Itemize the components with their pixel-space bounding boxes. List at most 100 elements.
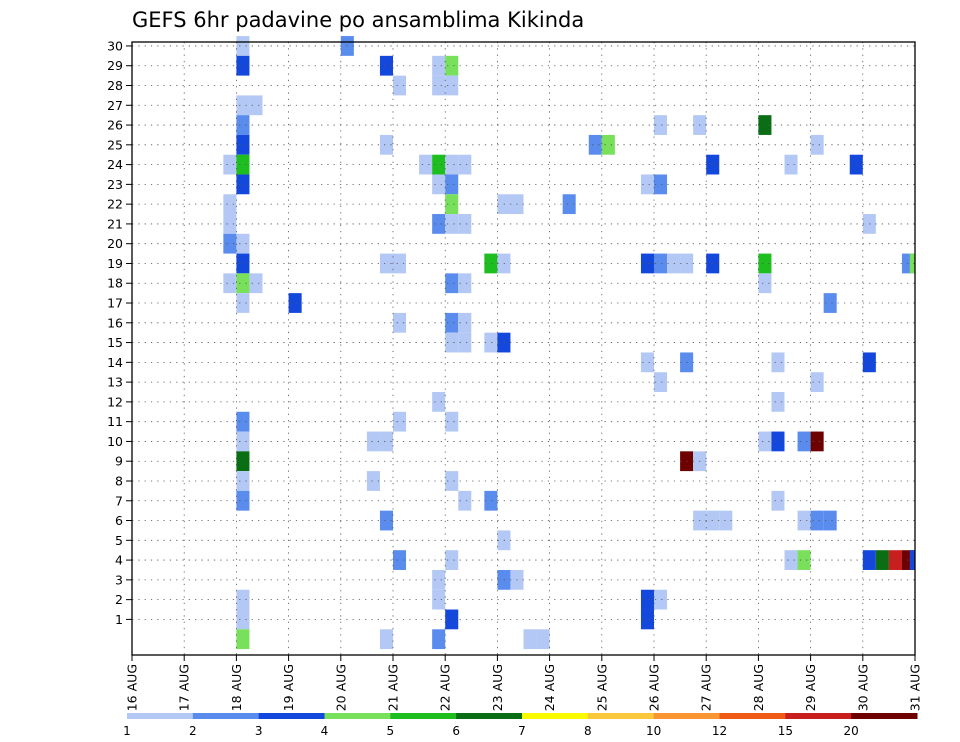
data-cell (432, 214, 446, 234)
chart-title: GEFS 6hr padavine po ansamblima Kikinda (132, 8, 584, 32)
data-cell (236, 629, 250, 650)
data-cell (810, 431, 824, 452)
y-tick-label: 7 (115, 493, 123, 508)
data-cell (236, 174, 250, 195)
data-cell (849, 154, 863, 175)
data-cell (223, 194, 237, 215)
y-tick-label: 17 (107, 296, 123, 311)
y-tick-label: 4 (115, 553, 123, 568)
y-axis-ticks: 1234567891011121314151617181920212223242… (107, 38, 132, 627)
data-cell (654, 253, 668, 274)
data-cell (536, 629, 550, 650)
y-tick-label: 14 (107, 355, 123, 370)
data-cell (236, 95, 250, 116)
x-tick-label: 20 AUG (333, 664, 348, 711)
legend-label: 5 (387, 724, 395, 738)
data-cell (588, 134, 602, 155)
data-cell (758, 431, 772, 452)
x-tick-label: 25 AUG (594, 664, 609, 711)
data-cell (784, 154, 798, 175)
data-cell (758, 115, 772, 135)
x-tick-label: 18 AUG (229, 664, 244, 711)
data-cell (379, 134, 393, 155)
data-cell (432, 154, 446, 175)
data-cell (223, 214, 237, 234)
data-cell (797, 550, 811, 570)
legend-swatch (192, 713, 260, 719)
data-cell (236, 115, 250, 135)
data-cell (236, 233, 250, 254)
data-cell (236, 431, 250, 452)
data-cell (640, 174, 654, 195)
data-cell (249, 273, 263, 294)
data-cell (366, 431, 380, 452)
legend-label: 10 (646, 724, 661, 738)
data-cell (445, 75, 459, 96)
x-tick-label: 21 AUG (386, 664, 401, 711)
data-cell (654, 589, 668, 610)
data-cell (810, 510, 824, 531)
data-cell (249, 95, 263, 116)
data-cell (236, 411, 250, 432)
data-cell (484, 490, 498, 511)
y-tick-label: 18 (107, 276, 123, 291)
legend-label: 20 (844, 724, 859, 738)
y-tick-label: 19 (107, 256, 123, 271)
y-tick-label: 28 (107, 78, 123, 93)
x-tick-label: 28 AUG (751, 664, 766, 711)
data-cell (484, 253, 498, 274)
data-cell (601, 134, 615, 155)
data-cell (236, 471, 250, 491)
legend-swatch (522, 713, 589, 719)
data-cell (458, 273, 472, 294)
data-cell (379, 55, 393, 76)
data-cell (379, 431, 393, 452)
data-cell (654, 174, 668, 195)
data-cell (379, 629, 393, 650)
y-tick-label: 25 (107, 137, 123, 152)
y-tick-label: 2 (115, 592, 123, 607)
data-cell (909, 550, 915, 570)
y-tick-label: 9 (115, 454, 123, 469)
data-cell (223, 233, 237, 254)
data-cell (236, 154, 250, 175)
data-cell (797, 431, 811, 452)
legend-label: 8 (584, 724, 592, 738)
data-cell (445, 154, 459, 175)
y-tick-label: 15 (107, 335, 123, 350)
legend-swatch (456, 713, 523, 719)
y-tick-label: 23 (107, 177, 123, 192)
data-cell (445, 550, 459, 570)
data-cell (810, 134, 824, 155)
x-axis-ticks: 16 AUG 17 AUG 18 AUG 19 AUG 20 AUG 21 AUG 22 A… (125, 655, 923, 711)
data-cell (654, 115, 668, 135)
y-tick-label: 11 (107, 414, 123, 429)
legend-swatch (851, 713, 918, 719)
legend-label: 1 (123, 724, 131, 738)
data-cell (654, 372, 668, 393)
data-cell (419, 154, 433, 175)
data-cell (432, 589, 446, 610)
x-tick-label: 16 AUG (125, 664, 140, 711)
data-cell (236, 490, 250, 511)
y-tick-label: 26 (107, 118, 123, 133)
data-cell (823, 293, 837, 313)
x-tick-label: 22 AUG (438, 664, 453, 711)
data-cell (432, 629, 446, 650)
x-tick-label: 27 AUG (699, 664, 714, 711)
data-cell (458, 490, 472, 511)
legend-label: 2 (189, 724, 197, 738)
data-cell (445, 55, 459, 76)
y-tick-label: 24 (107, 157, 123, 172)
data-cell (445, 411, 459, 432)
data-cell (393, 75, 407, 96)
y-tick-label: 27 (107, 98, 123, 113)
y-tick-label: 8 (115, 473, 123, 488)
data-cell (379, 253, 393, 274)
data-cell (445, 332, 459, 353)
data-cell (823, 510, 837, 531)
data-cell (458, 332, 472, 353)
data-cell (640, 589, 654, 610)
grid-lines (131, 42, 916, 655)
data-cell (458, 312, 472, 333)
